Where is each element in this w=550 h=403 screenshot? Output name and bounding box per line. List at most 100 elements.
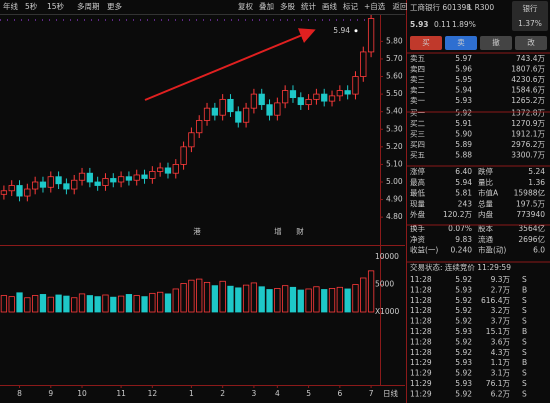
trade-volume: 6.2万 <box>491 389 511 398</box>
book-price: 5.95 <box>455 75 472 84</box>
trade-button-label[interactable]: 撤 <box>492 37 500 47</box>
trade-status: 交易状态: 连续竞价 11:29:59 <box>410 262 511 272</box>
candle-body <box>282 90 289 104</box>
stat-value: 9.83 <box>455 235 472 244</box>
trade-button[interactable] <box>480 36 512 50</box>
toolbar-item[interactable]: +自选 <box>364 1 386 11</box>
stat-label: 涨停 <box>410 166 425 176</box>
trade-volume: 616.4万 <box>481 296 510 305</box>
volume-bar <box>149 292 156 313</box>
trade-volume: 2.7万 <box>491 285 511 294</box>
trade-volume: 3.2万 <box>491 306 511 315</box>
trade-price: 5.92 <box>455 317 472 326</box>
candle-body <box>305 98 312 106</box>
volume-bar <box>16 292 23 313</box>
trade-price: 5.93 <box>455 285 472 294</box>
trade-price: 5.93 <box>455 379 472 388</box>
book-level: 买四 <box>410 140 425 149</box>
trade-button-label[interactable]: 改 <box>527 37 535 47</box>
toolbar-item[interactable]: 叠加 <box>259 1 274 11</box>
candle-body <box>203 107 211 121</box>
candle-body <box>352 76 359 95</box>
toolbar-item[interactable]: 15秒 <box>47 1 65 11</box>
sector-button[interactable] <box>512 1 548 31</box>
book-price: 5.92 <box>455 109 472 118</box>
trade-button[interactable] <box>515 36 547 50</box>
trade-button-label[interactable]: 买 <box>422 38 430 47</box>
volume-bar <box>188 279 195 313</box>
y-tick-label: 4.90 <box>386 195 403 204</box>
volume-bar <box>63 295 70 313</box>
volume-bar <box>102 294 109 313</box>
volume-bar <box>227 285 234 313</box>
volume-bar <box>258 286 265 313</box>
trade-button[interactable] <box>445 36 477 50</box>
event-marker: 港 <box>193 226 201 236</box>
x-tick-label: 12 <box>148 389 158 398</box>
candle-body <box>235 111 242 123</box>
change: 0.11 <box>434 20 451 29</box>
stat-label: 最高 <box>410 177 425 187</box>
candle-body <box>344 90 351 95</box>
stat-label: 市值A <box>478 188 499 198</box>
volume-bar <box>297 289 304 313</box>
candle-body <box>289 90 297 99</box>
stat-value: 0.240 <box>451 246 473 255</box>
volume-bar <box>78 293 86 313</box>
book-volume: 1584.6万 <box>511 86 545 95</box>
x-tick-label: 7 <box>369 389 374 398</box>
trade-volume: 9.3万 <box>491 275 511 284</box>
trade-price: 5.92 <box>455 337 472 346</box>
toolbar-item[interactable]: 统计 <box>301 1 316 11</box>
toolbar-item[interactable]: 画线 <box>322 1 337 11</box>
sector-pct: 1.37% <box>518 19 542 28</box>
volume-bar <box>235 287 242 313</box>
trade-side: B <box>522 327 527 336</box>
toolbar-item[interactable]: 复权 <box>238 1 253 11</box>
candle-body <box>39 181 47 188</box>
trade-time: 11:28 <box>410 327 432 336</box>
trade-side: S <box>522 348 527 357</box>
trade-price: 5.92 <box>455 369 472 378</box>
trade-time: 11:29 <box>410 389 432 398</box>
trade-side: S <box>522 369 527 378</box>
book-price: 5.88 <box>455 151 472 160</box>
y-tick-label: 5.00 <box>386 177 403 186</box>
trade-price: 5.92 <box>455 389 472 398</box>
candle-body <box>71 179 78 190</box>
volume-bar <box>313 286 320 313</box>
toolbar-item[interactable]: 返回 <box>393 2 408 11</box>
volume-bar <box>0 295 8 313</box>
candle-body <box>0 190 8 195</box>
book-price: 5.91 <box>455 119 472 128</box>
candle-body <box>367 18 375 53</box>
y-tick-label: X1000 <box>375 307 399 316</box>
stat-label: 外盘 <box>410 209 425 219</box>
toolbar-item[interactable]: 5秒 <box>25 1 38 11</box>
stat-label: 量比 <box>478 177 493 187</box>
volume-bar <box>336 286 343 313</box>
candle-body <box>24 188 31 197</box>
volume-bar <box>196 278 203 313</box>
y-tick-label: 5.30 <box>386 124 403 133</box>
toolbar-item[interactable]: 多周期 <box>77 1 100 11</box>
change-pct: 1.89% <box>452 20 476 29</box>
toolbar-item[interactable]: 年线 <box>3 1 18 11</box>
book-volume: 1270.9万 <box>511 119 545 128</box>
trade-button-label[interactable]: 卖 <box>457 38 465 47</box>
book-volume: 1265.2万 <box>511 96 545 105</box>
candle-body <box>164 167 172 174</box>
toolbar-item[interactable]: 标记 <box>343 1 358 11</box>
volume-bar <box>203 281 211 313</box>
volume-bar <box>211 285 218 313</box>
toolbar-item[interactable]: 多股 <box>280 1 295 11</box>
candle-body <box>297 97 304 106</box>
candle-body <box>149 171 156 179</box>
candle-body <box>360 51 367 77</box>
trade-button[interactable] <box>410 36 442 50</box>
book-level: 买三 <box>410 130 425 139</box>
candle-body <box>313 93 320 100</box>
toolbar-item[interactable]: 更多 <box>107 1 122 11</box>
candle-body <box>219 98 226 116</box>
